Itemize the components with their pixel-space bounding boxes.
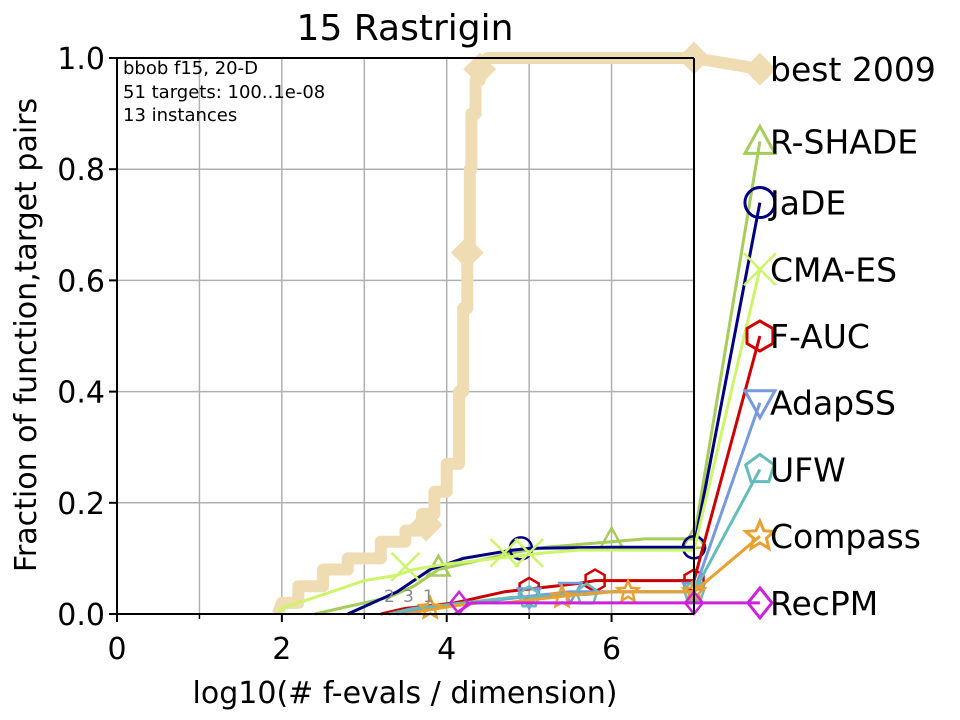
marker-x-stroke [390, 551, 421, 582]
x-tick-label: 6 [602, 632, 621, 667]
marker-star [741, 517, 778, 552]
series-line-recpm [454, 601, 760, 616]
x-tick-label: 4 [437, 632, 456, 667]
marker-x-stroke [514, 537, 545, 568]
series-cma-es [276, 252, 777, 615]
marker-triangle-down [742, 389, 778, 421]
legend-label-compass: Compass [770, 517, 921, 556]
info-line-3: 13 instances [123, 105, 237, 126]
marker-pentagon [743, 452, 776, 484]
marker-diamond [450, 236, 484, 270]
legend-label-f-auc: F-AUC [770, 317, 870, 356]
y-axis-title: Fraction of function,target pairs [9, 98, 44, 572]
legend-label-cma-es: CMA-ES [770, 250, 897, 289]
y-tick-label: 0.8 [57, 153, 105, 188]
series-line-best-2009 [272, 52, 761, 617]
y-tick-label: 1.0 [57, 42, 105, 77]
chart-title: 15 Rastrigin [297, 8, 514, 49]
small-label-1: 2 [384, 587, 395, 607]
marker-diamond [746, 585, 774, 621]
small-label-3: 1 [423, 587, 434, 607]
marker-x [390, 551, 421, 582]
small-label-2: 3 [403, 587, 414, 607]
y-tick-label: 0.2 [57, 487, 105, 522]
marker-circle [743, 186, 777, 220]
y-tick-label: 0.0 [57, 598, 105, 633]
legend-label-ufw: UFW [770, 450, 846, 489]
marker-x [743, 252, 777, 287]
series-layer [272, 41, 778, 621]
x-axis-title: log10(# f-evals / dimension) [193, 676, 618, 711]
plot-frame [116, 57, 695, 615]
y-tick-label: 0.6 [57, 264, 105, 299]
series-line-cma-es [276, 268, 762, 615]
marker-diamond [743, 52, 777, 86]
marker-x [514, 537, 545, 568]
legend-label-best-2009: best 2009 [770, 50, 936, 89]
marker-triangle-up [742, 123, 778, 155]
y-tick-label: 0.4 [57, 376, 105, 411]
marker-hexagon [745, 319, 775, 353]
marker-star [614, 577, 642, 604]
info-line-2: 51 targets: 100..1e-08 [123, 82, 325, 103]
legend-label-recpm: RecPM [770, 584, 878, 623]
legend: best 2009 R-SHADE JaDE CMA-ES F-AUC AdapSS UFW… [768, 50, 936, 623]
x-tick-label: 0 [107, 632, 126, 667]
legend-label-r-shade: R-SHADE [770, 122, 918, 161]
series-best-2009 [272, 41, 777, 617]
info-line-1: bbob f15, 20-D [123, 58, 258, 79]
legend-label-jade: JaDE [768, 184, 846, 223]
marker-diamond [463, 52, 497, 86]
axis-ticks: 0 2 4 6 0.0 0.2 0.4 0.6 0.8 1.0 [57, 42, 621, 667]
marker-x-stroke [489, 537, 520, 568]
x-tick-label: 2 [272, 632, 291, 667]
marker-diamond [409, 508, 443, 542]
legend-label-adapss: AdapSS [770, 384, 896, 423]
marker-pentagon [517, 584, 542, 608]
series-line-jade [347, 202, 762, 616]
marker-x-stroke [743, 252, 777, 287]
marker-x [489, 537, 520, 568]
